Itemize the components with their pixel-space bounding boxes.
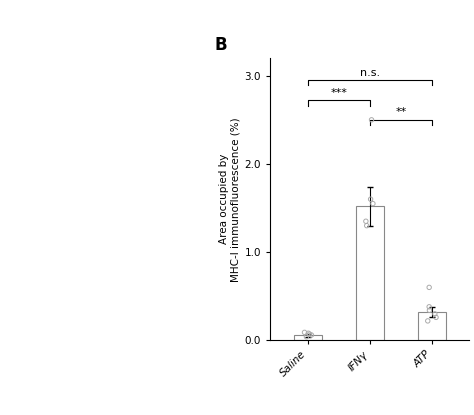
Text: B: B (214, 36, 227, 54)
Text: ***: *** (330, 88, 347, 98)
Point (369, 200, 377, 207)
Point (432, 314, 440, 321)
Point (425, 284, 433, 290)
Text: n.s.: n.s. (360, 68, 380, 78)
Point (431, 310, 438, 317)
Bar (293, 335, 321, 340)
Text: A: A (5, 12, 18, 30)
Point (308, 332, 315, 338)
Point (302, 334, 310, 340)
Y-axis label: Area occupied by
MHC-I immunofluorescence (%): Area occupied by MHC-I immunofluorescenc… (219, 117, 240, 281)
Bar (418, 312, 446, 340)
Point (426, 307, 433, 314)
Point (424, 317, 431, 324)
Bar (356, 206, 384, 340)
Point (306, 331, 313, 337)
Point (425, 303, 433, 310)
Point (301, 329, 308, 336)
Point (305, 330, 312, 337)
Point (363, 222, 371, 229)
Text: **: ** (395, 107, 406, 117)
Point (367, 196, 374, 203)
Point (368, 117, 375, 123)
Point (362, 218, 370, 225)
